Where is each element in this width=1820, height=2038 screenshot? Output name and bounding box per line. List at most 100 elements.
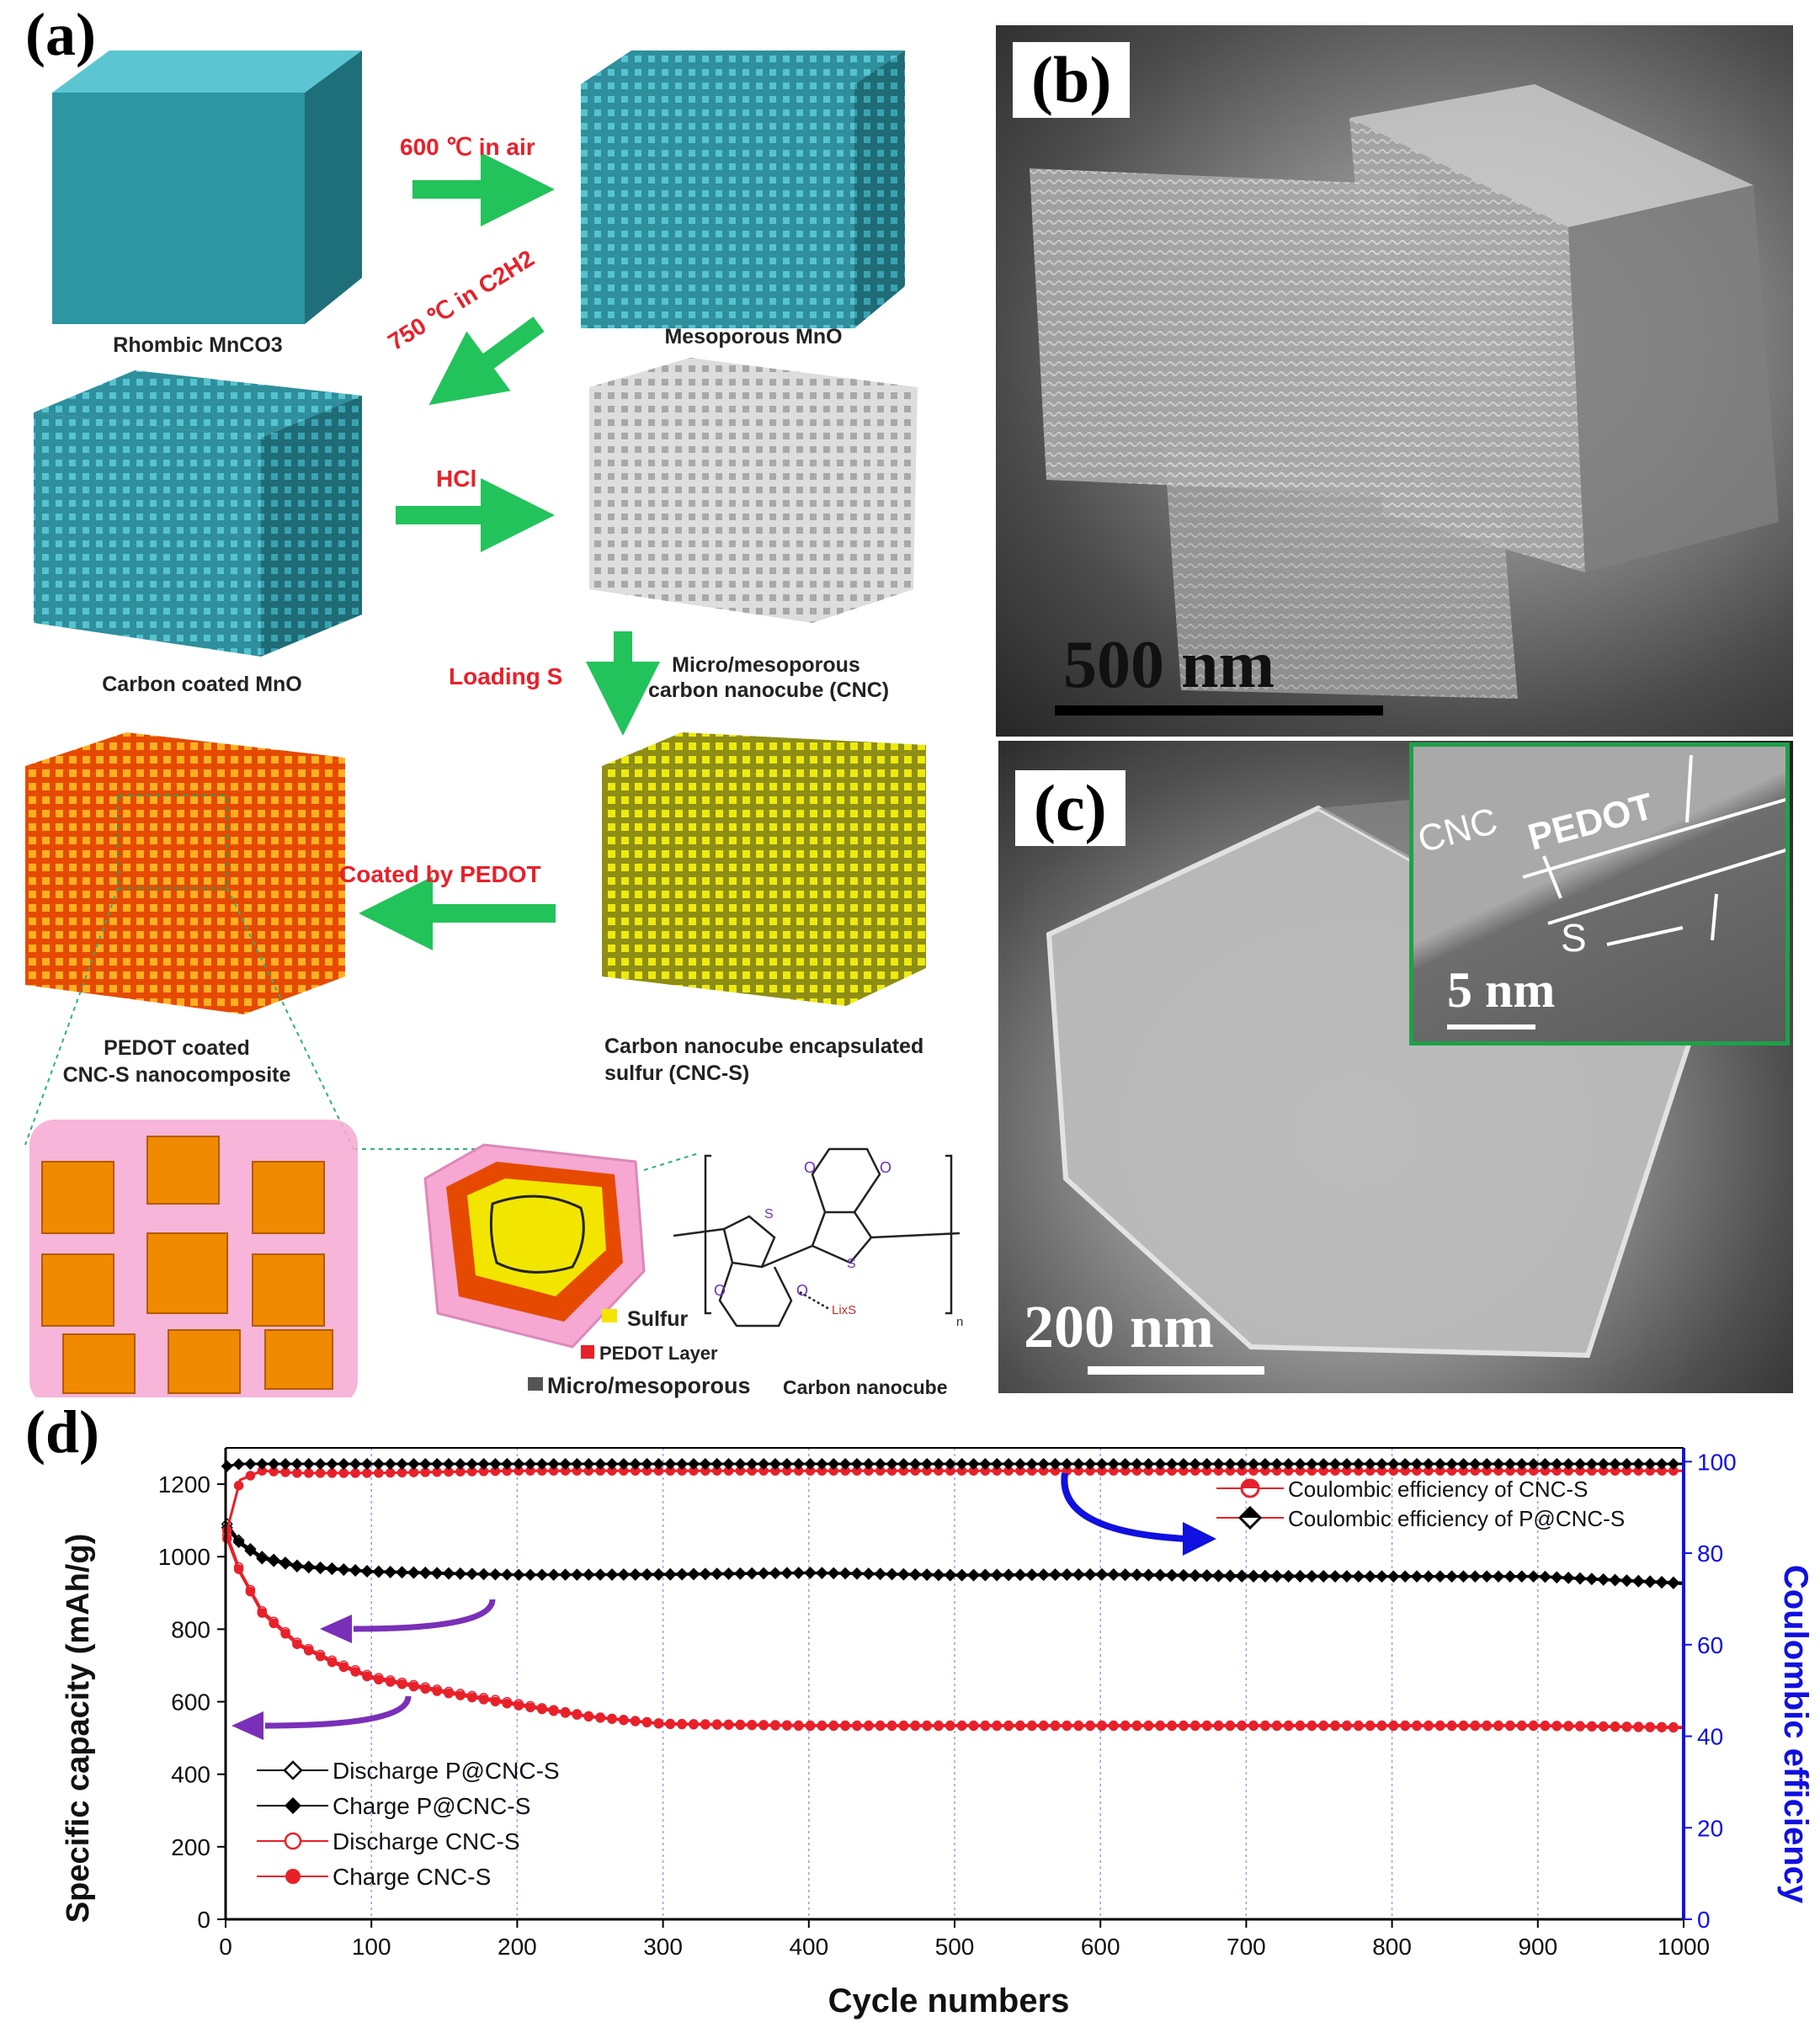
- series-marker: [221, 1460, 233, 1472]
- series-marker: [1469, 1457, 1482, 1471]
- series-marker: [535, 1568, 548, 1581]
- series-marker: [1050, 1721, 1061, 1732]
- series-marker: [501, 1457, 514, 1471]
- series-marker: [850, 1567, 864, 1580]
- series-marker: [1155, 1721, 1165, 1732]
- series-marker: [315, 1468, 326, 1478]
- series-marker: [676, 1457, 689, 1471]
- ce-legend-pcncs: Coulombic efficiency of P@CNC-S: [1288, 1506, 1625, 1531]
- capacity-legend: Discharge P@CNC-S Charge P@CNC-S Dischar…: [257, 1758, 560, 1890]
- step1-label: 600 ℃ in air: [400, 134, 535, 160]
- series-marker: [384, 1566, 396, 1578]
- series-marker: [664, 1567, 677, 1580]
- series-marker: [502, 1698, 513, 1709]
- panel-c-scale-label: 200 nm: [1024, 1293, 1215, 1360]
- series-marker: [338, 1563, 350, 1577]
- series-marker: [442, 1457, 455, 1471]
- series-marker: [1365, 1721, 1376, 1732]
- series-marker: [1354, 1721, 1364, 1732]
- series-marker: [269, 1618, 279, 1629]
- series-marker: [770, 1721, 780, 1731]
- y-tick-label: 200: [171, 1834, 210, 1860]
- cnc-label-1: Micro/mesoporous: [672, 653, 860, 677]
- series-marker: [1387, 1457, 1400, 1471]
- tem-inset: CNC PEDOT S 5 nm: [1409, 742, 1790, 1046]
- series-marker: [303, 1646, 314, 1656]
- series-marker: [1014, 1457, 1027, 1471]
- series-marker: [1620, 1574, 1633, 1587]
- series-marker: [350, 1667, 360, 1677]
- series-marker: [629, 1457, 641, 1471]
- series-marker: [1282, 1457, 1295, 1471]
- series-marker: [991, 1457, 1003, 1471]
- series-marker: [1563, 1721, 1573, 1732]
- purple-arrowhead-1: [320, 1615, 352, 1643]
- series-marker: [1025, 1457, 1038, 1471]
- legend-discharge-pcncs: Discharge P@CNC-S: [333, 1758, 560, 1784]
- x-tick-label: 300: [643, 1934, 683, 1960]
- series-marker: [513, 1457, 525, 1471]
- series-marker: [245, 1586, 256, 1597]
- series-marker: [466, 1567, 478, 1581]
- series-marker: [1328, 1457, 1342, 1471]
- panel-c-letter: (c): [1015, 770, 1126, 846]
- series-marker: [290, 1560, 303, 1572]
- series-marker: [1260, 1721, 1270, 1732]
- series-marker: [535, 1457, 548, 1471]
- series-marker: [302, 1562, 315, 1574]
- legend-charge-cncs: Charge CNC-S: [333, 1864, 491, 1890]
- series-marker: [233, 1564, 244, 1574]
- series-marker: [1213, 1721, 1224, 1732]
- series-marker: [710, 1567, 723, 1580]
- series-marker: [1003, 1457, 1015, 1471]
- series-marker: [1014, 1568, 1027, 1581]
- y2-tick-label: 20: [1697, 1815, 1723, 1841]
- struct-o2: O: [880, 1159, 892, 1176]
- series-marker: [641, 1457, 653, 1471]
- cncs-cube: [602, 732, 926, 1006]
- series-marker: [1027, 1721, 1037, 1732]
- series-marker: [477, 1457, 490, 1471]
- y-tick-label: 1200: [158, 1471, 210, 1498]
- series-marker: [1632, 1574, 1645, 1587]
- pedot-structure: [673, 1147, 961, 1328]
- series-marker: [619, 1715, 629, 1726]
- series-marker: [559, 1457, 572, 1471]
- series-marker: [396, 1567, 408, 1579]
- series-marker: [1247, 1569, 1260, 1582]
- series-marker: [1655, 1576, 1668, 1588]
- series-marker: [420, 1684, 431, 1695]
- series-marker: [1295, 1721, 1306, 1732]
- struct-o4: O: [796, 1282, 809, 1299]
- series-marker: [653, 1718, 664, 1729]
- series-marker: [257, 1608, 268, 1618]
- y2-axis-label: Coulombic efficiency: [1777, 1565, 1814, 1904]
- series-marker: [1119, 1457, 1131, 1471]
- y2-tick-label: 80: [1697, 1540, 1723, 1567]
- series-marker: [875, 1721, 886, 1732]
- series-marker: [782, 1721, 792, 1731]
- series-marker: [1644, 1575, 1657, 1588]
- series-marker: [1224, 1569, 1237, 1582]
- series-marker: [233, 1480, 244, 1491]
- series-marker: [1410, 1570, 1424, 1583]
- series-marker: [303, 1468, 314, 1478]
- cnc-cube: [589, 358, 918, 623]
- series-marker: [1562, 1572, 1575, 1584]
- series-marker: [1585, 1457, 1598, 1471]
- series-marker: [431, 1457, 444, 1471]
- series-marker: [385, 1677, 396, 1687]
- series-marker: [992, 1721, 1002, 1732]
- series-marker: [1328, 1570, 1342, 1583]
- series-marker: [490, 1696, 501, 1707]
- series-marker: [431, 1567, 444, 1580]
- series-marker: [1097, 1721, 1107, 1732]
- series-marker: [1457, 1570, 1470, 1583]
- y-axis-label: Specific capacity (mAh/g): [61, 1534, 96, 1923]
- series-marker: [711, 1720, 722, 1730]
- series-marker: [909, 1457, 922, 1471]
- series-marker: [1340, 1457, 1353, 1471]
- series-marker: [607, 1714, 617, 1724]
- series-marker: [360, 1457, 374, 1471]
- cncs-label-2: sulfur (CNC-S): [604, 1062, 750, 1085]
